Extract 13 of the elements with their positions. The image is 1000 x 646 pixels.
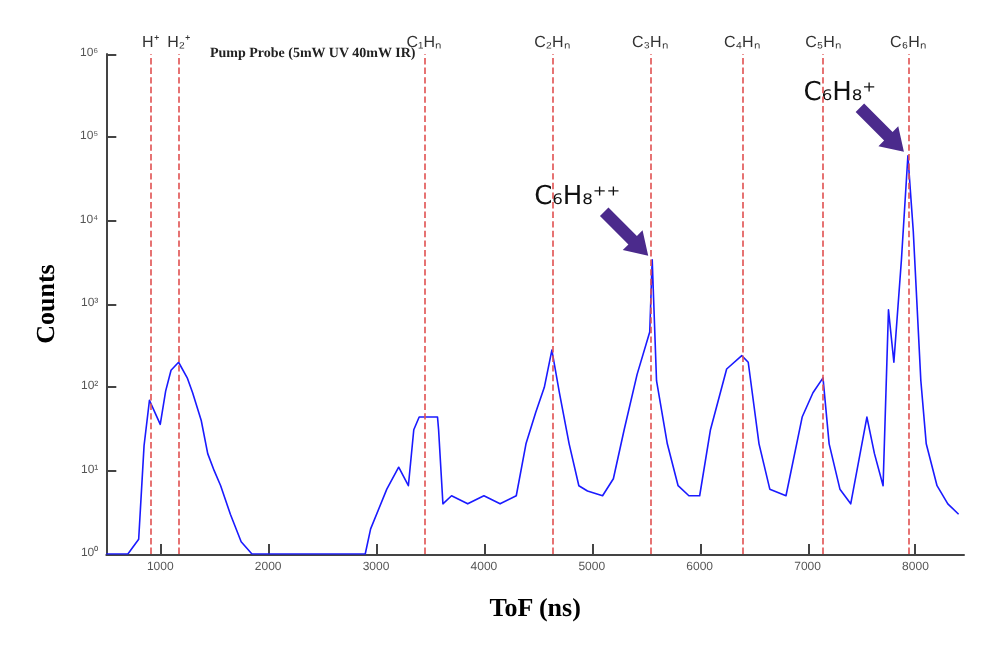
y-axis-title: Counts xyxy=(30,264,60,344)
ref-line-label: C₄Hₙ xyxy=(723,33,760,51)
annotation: C₆H₈⁺ xyxy=(803,77,876,108)
ref-line-label: C₅Hₙ xyxy=(805,33,841,51)
ref-line-label: H⁺ xyxy=(142,33,160,51)
ref-line-label: C₁Hₙ xyxy=(406,33,442,51)
ref-line-label: C₃Hₙ xyxy=(631,33,668,51)
ref-line-label: C₆Hₙ xyxy=(890,33,926,51)
annotation: C₆H₈⁺⁺ xyxy=(534,181,621,212)
line-series xyxy=(105,155,960,555)
x-axis-title: ToF (ns) xyxy=(489,592,581,622)
ref-line-label: H₂⁺ xyxy=(167,33,192,51)
ref-line-label: C₂Hₙ xyxy=(534,33,570,51)
